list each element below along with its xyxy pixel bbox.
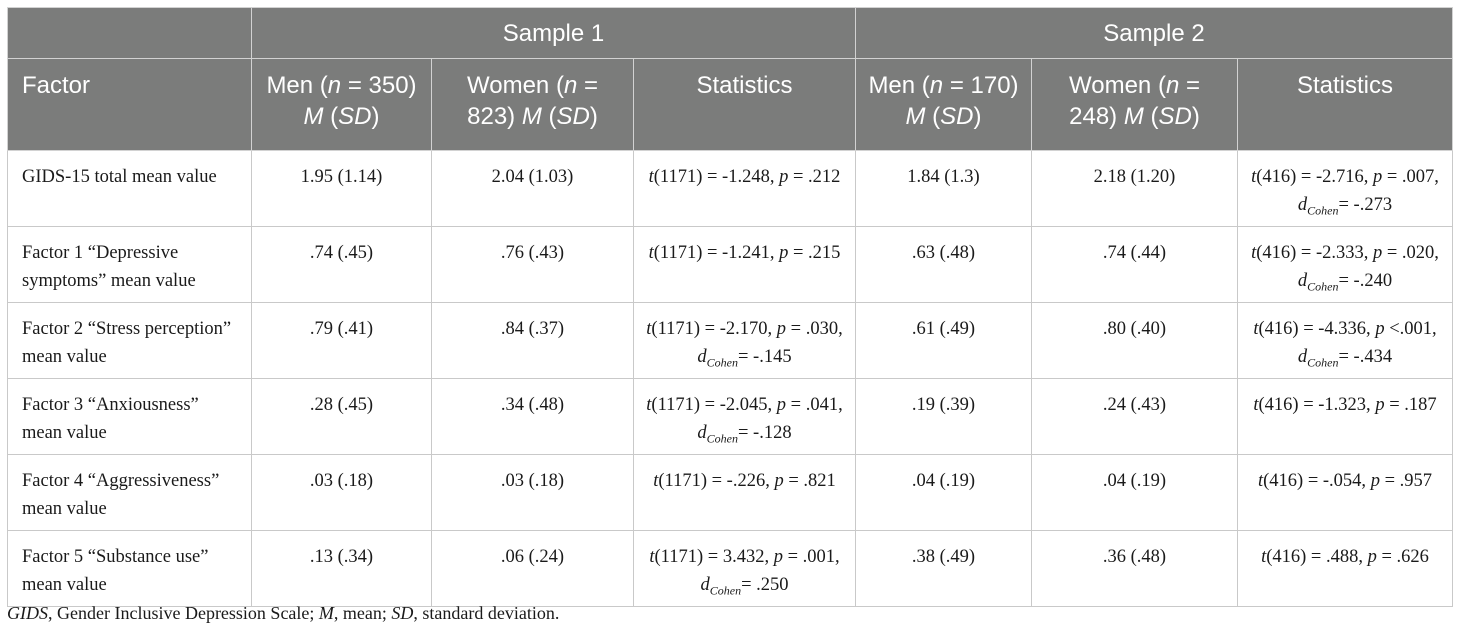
cell-men-sample1: 1.95 (1.14) bbox=[251, 150, 432, 227]
cell-women-sample1: .03 (.18) bbox=[431, 454, 634, 531]
group-header-sample2: Sample 2 bbox=[855, 7, 1453, 59]
group-header-row: Sample 1 Sample 2 bbox=[7, 7, 1453, 59]
cell-factor: Factor 5 “Substance use” mean value bbox=[7, 530, 252, 607]
cell-men-sample1: .13 (.34) bbox=[251, 530, 432, 607]
cell-men-sample2: .19 (.39) bbox=[855, 378, 1032, 455]
cell-women-sample1: .34 (.48) bbox=[431, 378, 634, 455]
cell-factor: Factor 2 “Stress perception” mean value bbox=[7, 302, 252, 379]
table-body: GIDS-15 total mean value 1.95 (1.14) 2.04 … bbox=[7, 150, 1453, 607]
column-header-men-sample1: Men (n = 350) M (SD) bbox=[251, 58, 432, 151]
cell-statistics-sample2: t(416) = -2.333, p = .020, dCohen= -.240 bbox=[1237, 226, 1453, 303]
cell-men-sample1: .74 (.45) bbox=[251, 226, 432, 303]
cell-women-sample2: .80 (.40) bbox=[1031, 302, 1238, 379]
cell-statistics-sample1: t(1171) = -2.045, p = .041, dCohen= -.12… bbox=[633, 378, 856, 455]
cell-men-sample1: .28 (.45) bbox=[251, 378, 432, 455]
column-header-statistics-sample1: Statistics bbox=[633, 58, 856, 151]
results-table: Sample 1 Sample 2 Factor Men (n = 350) M… bbox=[7, 7, 1453, 607]
cell-statistics-sample2: t(416) = .488, p = .626 bbox=[1237, 530, 1453, 607]
group-header-blank bbox=[7, 7, 252, 59]
cell-men-sample2: .61 (.49) bbox=[855, 302, 1032, 379]
column-header-statistics-sample2: Statistics bbox=[1237, 58, 1453, 151]
cell-women-sample2: .24 (.43) bbox=[1031, 378, 1238, 455]
cell-statistics-sample1: t(1171) = -2.170, p = .030, dCohen= -.14… bbox=[633, 302, 856, 379]
cell-men-sample1: .03 (.18) bbox=[251, 454, 432, 531]
cell-men-sample2: .04 (.19) bbox=[855, 454, 1032, 531]
column-header-factor: Factor bbox=[7, 58, 252, 151]
cell-factor: Factor 3 “Anxiousness” mean value bbox=[7, 378, 252, 455]
cell-women-sample1: 2.04 (1.03) bbox=[431, 150, 634, 227]
cell-statistics-sample2: t(416) = -4.336, p <.001, dCohen= -.434 bbox=[1237, 302, 1453, 379]
column-header-women-sample2: Women (n = 248) M (SD) bbox=[1031, 58, 1238, 151]
cell-women-sample2: .04 (.19) bbox=[1031, 454, 1238, 531]
cell-women-sample1: .76 (.43) bbox=[431, 226, 634, 303]
table-row: Factor 1 “Depressive symptoms” mean valu… bbox=[7, 226, 1453, 303]
table-row: Factor 5 “Substance use” mean value .13 (… bbox=[7, 530, 1453, 607]
cell-women-sample2: .36 (.48) bbox=[1031, 530, 1238, 607]
cell-statistics-sample2: t(416) = -.054, p = .957 bbox=[1237, 454, 1453, 531]
cell-statistics-sample1: t(1171) = -1.248, p = .212 bbox=[633, 150, 856, 227]
table-row: Factor 2 “Stress perception” mean value.… bbox=[7, 302, 1453, 379]
cell-statistics-sample1: t(1171) = 3.432, p = .001, dCohen= .250 bbox=[633, 530, 856, 607]
group-header-sample1: Sample 1 bbox=[251, 7, 856, 59]
cell-statistics-sample1: t(1171) = -.226, p = .821 bbox=[633, 454, 856, 531]
cell-factor: GIDS-15 total mean value bbox=[7, 150, 252, 227]
cell-women-sample1: .06 (.24) bbox=[431, 530, 634, 607]
column-header-men-sample2: Men (n = 170) M (SD) bbox=[855, 58, 1032, 151]
column-header-row: Factor Men (n = 350) M (SD) Women (n = 8… bbox=[7, 58, 1453, 151]
table-row: Factor 4 “Aggressiveness” mean value .03 … bbox=[7, 454, 1453, 531]
cell-men-sample1: .79 (.41) bbox=[251, 302, 432, 379]
table-row: Factor 3 “Anxiousness” mean value .28 (.4… bbox=[7, 378, 1453, 455]
cell-men-sample2: .38 (.49) bbox=[855, 530, 1032, 607]
cell-women-sample2: 2.18 (1.20) bbox=[1031, 150, 1238, 227]
cell-factor: Factor 4 “Aggressiveness” mean value bbox=[7, 454, 252, 531]
cell-statistics-sample2: t(416) = -1.323, p = .187 bbox=[1237, 378, 1453, 455]
table-footnote: GIDS, Gender Inclusive Depression Scale;… bbox=[7, 603, 560, 623]
column-header-women-sample1: Women (n = 823) M (SD) bbox=[431, 58, 634, 151]
cell-factor: Factor 1 “Depressive symptoms” mean valu… bbox=[7, 226, 252, 303]
cell-women-sample2: .74 (.44) bbox=[1031, 226, 1238, 303]
cell-statistics-sample2: t(416) = -2.716, p = .007, dCohen= -.273 bbox=[1237, 150, 1453, 227]
cell-women-sample1: .84 (.37) bbox=[431, 302, 634, 379]
cell-men-sample2: 1.84 (1.3) bbox=[855, 150, 1032, 227]
cell-men-sample2: .63 (.48) bbox=[855, 226, 1032, 303]
cell-statistics-sample1: t(1171) = -1.241, p = .215 bbox=[633, 226, 856, 303]
table-row: GIDS-15 total mean value 1.95 (1.14) 2.04 … bbox=[7, 150, 1453, 227]
